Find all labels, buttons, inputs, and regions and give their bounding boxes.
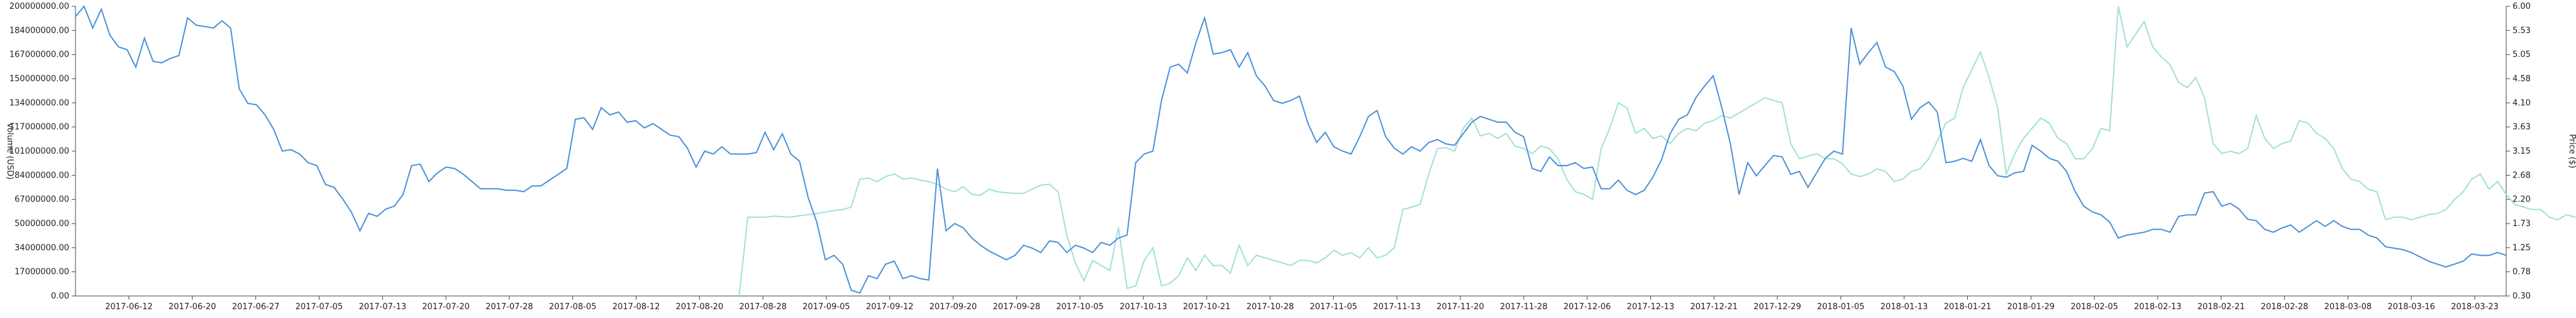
x-tick-label: 2017-10-21 [1183,302,1231,312]
x-tick-label: 2017-06-27 [232,302,280,312]
y-left-ticks: 0.00 17000000.00 34000000.00 50000000.00 670… [9,2,75,301]
x-tick-label: 2017-10-13 [1119,302,1167,312]
x-tick-label: 2017-09-28 [993,302,1041,312]
x-tick-label: 2017-09-05 [802,302,850,312]
y-left-tick-label: 134000000.00 [9,98,69,108]
y-left-tick-label: 34000000.00 [14,243,69,253]
x-tick-label: 2017-07-28 [486,302,533,312]
y-right-tick-label: 1.25 [2512,243,2531,253]
y-left-tick-label: 167000000.00 [9,50,69,60]
y-left-tick-label: 84000000.00 [14,171,69,180]
x-tick-label: 2018-02-05 [2070,302,2118,312]
x-tick-label: 2018-01-29 [2007,302,2055,312]
y-left-tick-label: 101000000.00 [9,147,69,156]
x-tick-label: 2017-06-12 [105,302,153,312]
x-tick-label: 2017-11-28 [1500,302,1548,312]
y-right-ticks: 0.30 0.78 1.25 1.73 2.20 2.68 3.15 3.63 4.10 4.58… [2506,2,2531,301]
x-tick-label: 2017-08-05 [549,302,597,312]
x-tick-label: 2017-08-12 [613,302,660,312]
x-tick-label: 2017-12-21 [1690,302,1738,312]
x-tick-label: 2017-07-13 [358,302,406,312]
x-tick-label: 2017-12-06 [1563,302,1611,312]
series-layer [75,5,2576,297]
x-tick-label: 2017-07-05 [296,302,343,312]
x-tick-label: 2017-10-05 [1056,302,1104,312]
x-tick-label: 2018-02-28 [2261,302,2309,312]
y-right-tick-label: 4.58 [2512,74,2531,84]
y-right-tick-label: 1.73 [2512,219,2531,229]
x-tick-label: 2017-08-28 [739,302,787,312]
y-left-label: Volume (USD) [5,123,14,179]
x-tick-label: 2018-03-16 [2387,302,2435,312]
y-right-tick-label: 3.63 [2512,123,2531,132]
x-tick-label: 2017-11-05 [1310,302,1358,312]
y-right-tick-label: 0.30 [2512,292,2531,301]
y-left-tick-label: 67000000.00 [14,195,69,205]
volume-series-line [75,5,2507,294]
y-right-tick-label: 5.53 [2512,26,2531,35]
y-right-tick-label: 2.68 [2512,171,2531,180]
y-left-tick-label: 150000000.00 [9,74,69,84]
x-tick-label: 2018-01-13 [1880,302,1928,312]
x-tick-label: 2018-02-13 [2134,302,2182,312]
y-right-tick-label: 6.00 [2512,2,2531,11]
x-tick-label: 2017-07-20 [422,302,470,312]
y-right-tick-label: 3.15 [2512,147,2531,156]
y-right-tick-label: 5.05 [2512,50,2531,60]
x-tick-label: 2018-02-21 [2197,302,2245,312]
axes [75,6,2507,297]
x-tick-label: 2017-08-20 [676,302,724,312]
y-left-tick-label: 184000000.00 [9,26,69,35]
y-right-label: Price ($) [2567,134,2576,168]
x-tick-label: 2017-09-20 [930,302,977,312]
x-tick-label: 2017-12-29 [1753,302,1801,312]
x-tick-label: 2017-11-20 [1436,302,1484,312]
price-series-line [738,6,2576,297]
x-tick-label: 2018-03-08 [2324,302,2372,312]
x-tick-label: 2018-01-05 [1817,302,1865,312]
x-ticks: 2017-06-12 2017-06-20 2017-06-27 2017-07-05… [105,296,2499,312]
y-right-tick-label: 0.78 [2512,268,2531,277]
x-tick-label: 2017-09-12 [866,302,914,312]
y-right-tick-label: 4.10 [2512,98,2531,108]
x-tick-label: 2017-06-20 [169,302,216,312]
x-tick-label: 2017-12-13 [1627,302,1675,312]
x-tick-label: 2017-11-13 [1373,302,1421,312]
y-left-tick-label: 117000000.00 [9,123,69,132]
y-left-tick-label: 200000000.00 [9,2,69,11]
x-tick-label: 2018-03-23 [2451,302,2499,312]
y-left-tick-label: 17000000.00 [14,268,69,277]
x-tick-label: 2017-10-28 [1246,302,1294,312]
y-left-tick-label: 0.00 [51,292,69,301]
x-tick-label: 2018-01-21 [1944,302,1992,312]
y-left-tick-label: 50000000.00 [14,219,69,229]
y-right-tick-label: 2.20 [2512,195,2531,205]
